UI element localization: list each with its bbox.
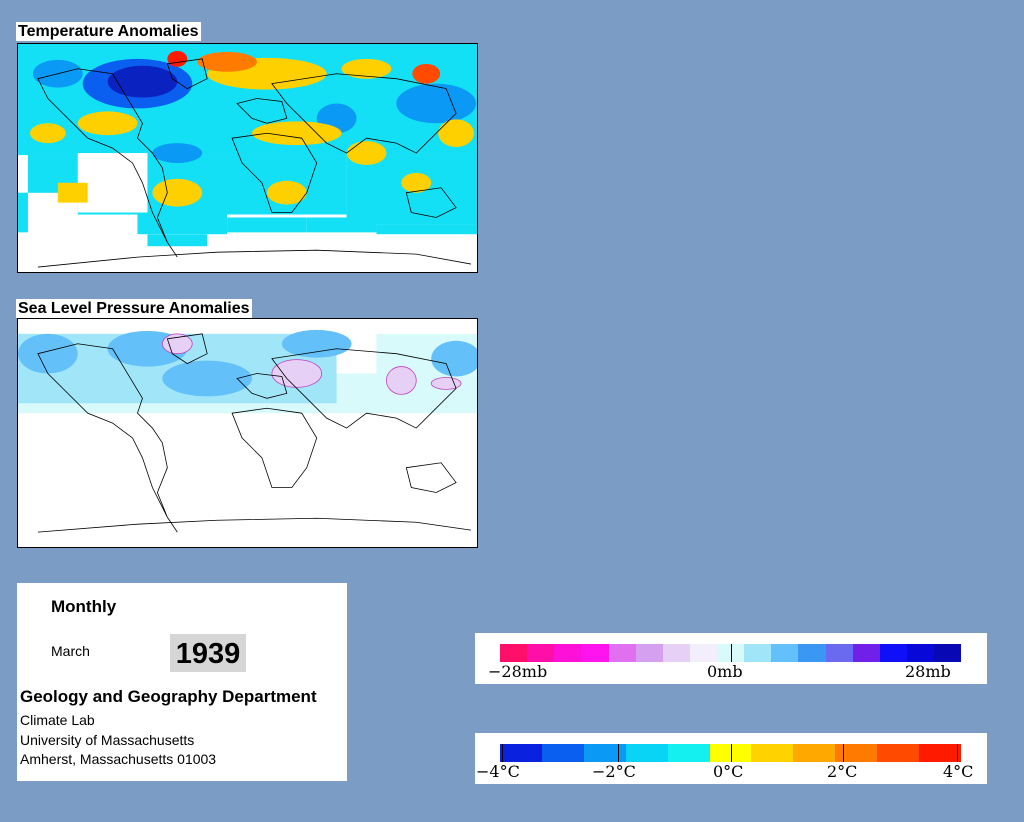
pressure-label-min: −28mb [488, 662, 548, 681]
pressure-swatch-6 [662, 644, 690, 662]
pressure-swatch-4 [608, 644, 636, 662]
info-panel: Monthly March 1939 Geology and Geography… [17, 583, 347, 781]
pressure-color-legend: −28mb 0mb 28mb [475, 633, 987, 684]
month-label: March [51, 643, 90, 659]
temperature-swatch-9 [877, 744, 920, 762]
pressure-swatch-15 [906, 644, 934, 662]
pressure-swatch-8 [717, 644, 745, 662]
pressure-swatch-11 [798, 644, 826, 662]
pressure-swatch-0 [500, 644, 528, 662]
temperature-swatch-3 [625, 744, 668, 762]
temp-tick-max [957, 744, 958, 762]
temperature-swatch-5 [709, 744, 752, 762]
pressure-swatch-10 [771, 644, 799, 662]
temperature-swatch-7 [793, 744, 836, 762]
pressure-label-max: 28mb [905, 662, 951, 681]
temp-label-zero: 0°C [713, 762, 744, 781]
pressure-map-graphic [18, 329, 477, 533]
temp-label-minus2: −2°C [592, 762, 636, 781]
temp-tick-minus2 [618, 744, 619, 762]
year-display: 1939 [170, 634, 246, 672]
pressure-swatch-3 [581, 644, 609, 662]
pressure-zero-tick [731, 644, 732, 662]
address: Amherst, Massachusetts 01003 [20, 751, 217, 767]
pressure-swatch-16 [934, 644, 962, 662]
temperature-anomaly-map [17, 43, 478, 273]
temperature-color-bar [500, 744, 961, 762]
pressure-swatch-13 [852, 644, 880, 662]
temp-tick-plus2 [843, 744, 844, 762]
pressure-swatch-2 [554, 644, 582, 662]
pressure-map-title: Sea Level Pressure Anomalies [16, 299, 252, 318]
pressure-label-zero: 0mb [707, 662, 743, 681]
temperature-color-legend: −4°C −2°C 0°C 2°C 4°C [475, 733, 987, 784]
temp-label-plus2: 2°C [827, 762, 858, 781]
temperature-swatch-6 [751, 744, 794, 762]
temperature-swatch-10 [919, 744, 961, 762]
university-name: University of Massachusetts [20, 732, 195, 748]
department-name: Geology and Geography Department [20, 687, 317, 706]
temperature-swatch-8 [835, 744, 878, 762]
temp-tick-min [502, 744, 503, 762]
pressure-color-bar [500, 644, 962, 662]
pressure-swatch-1 [527, 644, 555, 662]
temperature-map-title: Temperature Anomalies [16, 22, 201, 41]
temperature-swatch-2 [583, 744, 626, 762]
period-label: Monthly [51, 597, 117, 616]
temperature-map-graphic [18, 44, 477, 272]
temp-label-minus4: −4°C [476, 762, 520, 781]
temperature-swatch-0 [500, 744, 542, 762]
pressure-swatch-5 [635, 644, 663, 662]
lab-name: Climate Lab [20, 712, 95, 728]
temperature-swatch-1 [541, 744, 584, 762]
pressure-swatch-14 [879, 644, 907, 662]
pressure-swatch-9 [744, 644, 772, 662]
pressure-swatch-7 [689, 644, 717, 662]
temp-label-plus4: 4°C [943, 762, 974, 781]
pressure-swatch-12 [825, 644, 853, 662]
pressure-anomaly-map [17, 318, 478, 548]
temperature-swatch-4 [667, 744, 710, 762]
temp-tick-zero [731, 744, 732, 762]
